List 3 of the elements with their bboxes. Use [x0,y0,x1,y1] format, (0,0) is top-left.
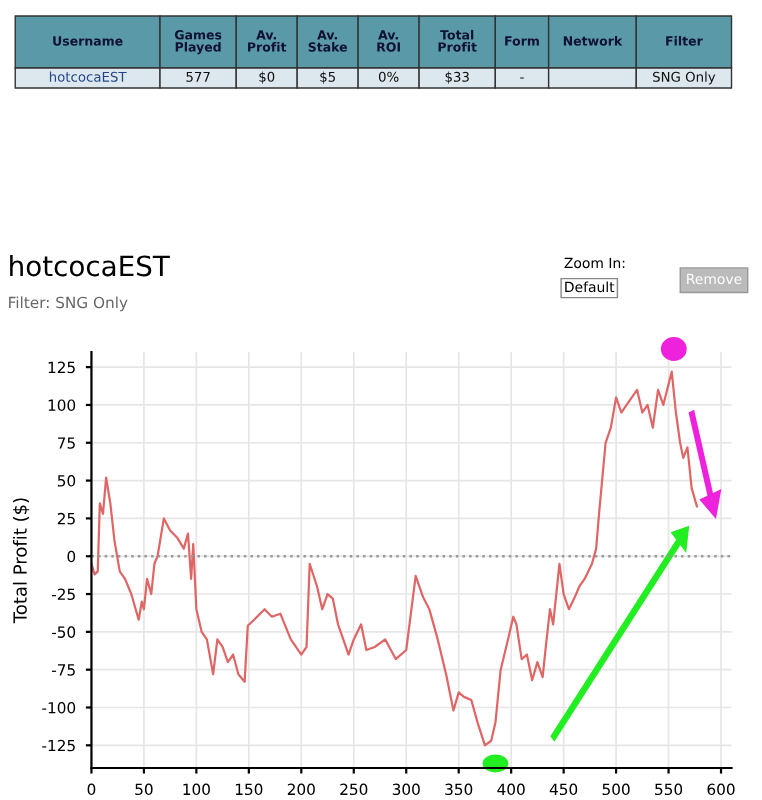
line-series [91,370,698,747]
y-axis-title: Total Profit ($) [12,498,30,624]
chart-title: hotcocaEST [10,254,170,277]
